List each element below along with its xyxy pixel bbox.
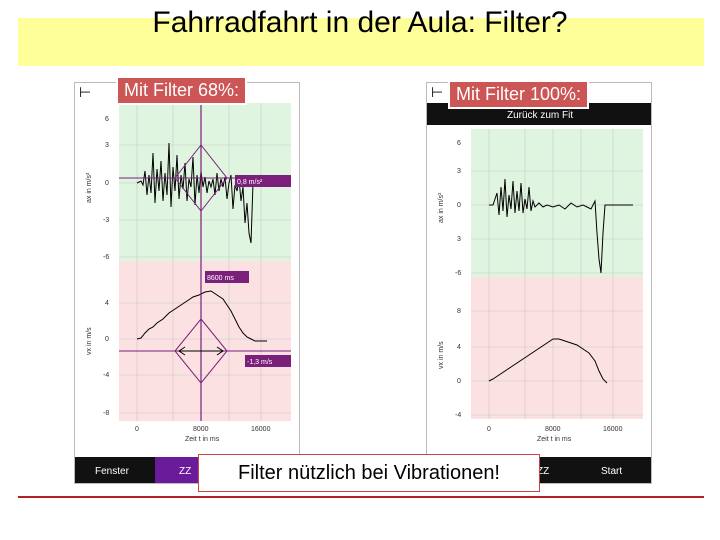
slide-title: Fahrradfahrt in der Aula: Filter? (152, 6, 568, 39)
x-tick: 16000 (603, 426, 623, 433)
zz-button-bg[interactable] (155, 457, 203, 483)
vx-axis-label: vx in m/s (438, 341, 445, 369)
cursor-vx-box (245, 355, 291, 367)
accel-trace (489, 178, 633, 274)
velocity-trace (488, 338, 608, 384)
velocity-plot-area (471, 277, 643, 419)
label-right: Mit Filter 100%: (448, 80, 590, 109)
accel-trace (136, 142, 254, 244)
x-axis-label: Zeit t in ms (537, 436, 572, 443)
ax-tick: 6 (457, 140, 461, 147)
x-tick: 0 (135, 426, 139, 433)
cursor-time-value: 8600 ms (207, 275, 234, 282)
vx-tick: 0 (105, 336, 109, 343)
x-tick: 8000 (193, 426, 209, 433)
vx-axis-label: vx in m/s (86, 327, 93, 355)
label-left: Mit Filter 68%: (116, 76, 248, 105)
left-phone-screenshot: ⊢ 0,8 m/s² 8600 ms -1,3 m/s 6 3 0 -3 -6 … (74, 82, 300, 484)
accel-plot-area (471, 129, 643, 277)
ax-tick: 0 (105, 180, 109, 187)
x-axis-label: Zeit t in ms (185, 436, 220, 443)
start-button[interactable]: Start (601, 466, 622, 477)
ax-axis-label: ax in m/s² (86, 172, 93, 203)
ax-tick: 6 (105, 116, 109, 123)
vx-tick: 4 (105, 300, 109, 307)
vx-tick: 8 (457, 308, 461, 315)
ax-tick: 3 (105, 142, 109, 149)
back-to-fit-button[interactable]: Zurück zum Fit (507, 110, 573, 121)
pin-icon[interactable]: ⊢ (431, 85, 443, 101)
velocity-trace (136, 290, 267, 342)
ax-tick: 3 (457, 236, 461, 243)
right-phone-screenshot: ⊢ Zurück zum Fit 6 3 0 3 -6 8 4 0 -4 0 8… (426, 82, 652, 484)
zz-button[interactable]: ZZ (537, 466, 549, 477)
window-button[interactable]: Fenster (95, 466, 130, 477)
vx-tick: 0 (457, 378, 461, 385)
footnote: Filter nützlich bei Vibrationen! (198, 454, 540, 492)
cursor-time-box (205, 271, 249, 283)
zz-button[interactable]: ZZ (179, 466, 191, 477)
ax-tick: 0 (457, 202, 461, 209)
vx-tick: -4 (103, 372, 109, 379)
x-tick: 8000 (545, 426, 561, 433)
ax-tick: -6 (455, 270, 461, 277)
cursor-crosshair[interactable] (119, 103, 291, 421)
ax-tick: 3 (457, 168, 461, 175)
vx-tick: -8 (103, 410, 109, 417)
cursor-ax-box (235, 175, 291, 187)
pin-icon[interactable]: ⊢ (79, 85, 91, 101)
left-plot: ⊢ 0,8 m/s² 8600 ms -1,3 m/s 6 3 0 -3 -6 … (75, 85, 299, 483)
ax-tick: -6 (103, 254, 109, 261)
x-tick: 0 (487, 426, 491, 433)
vx-tick: 4 (457, 344, 461, 351)
bottom-rule (18, 496, 704, 498)
vx-tick: -4 (455, 412, 461, 419)
cursor-ax-value: 0,8 m/s² (237, 179, 263, 186)
right-plot: ⊢ Zurück zum Fit 6 3 0 3 -6 8 4 0 -4 0 8… (427, 85, 651, 483)
x-tick: 16000 (251, 426, 271, 433)
ax-tick: -3 (103, 217, 109, 224)
title-highlight (18, 18, 704, 66)
ax-axis-label: ax in m/s² (438, 192, 445, 223)
cursor-vx-value: -1,3 m/s (247, 359, 273, 366)
grid (119, 103, 291, 421)
